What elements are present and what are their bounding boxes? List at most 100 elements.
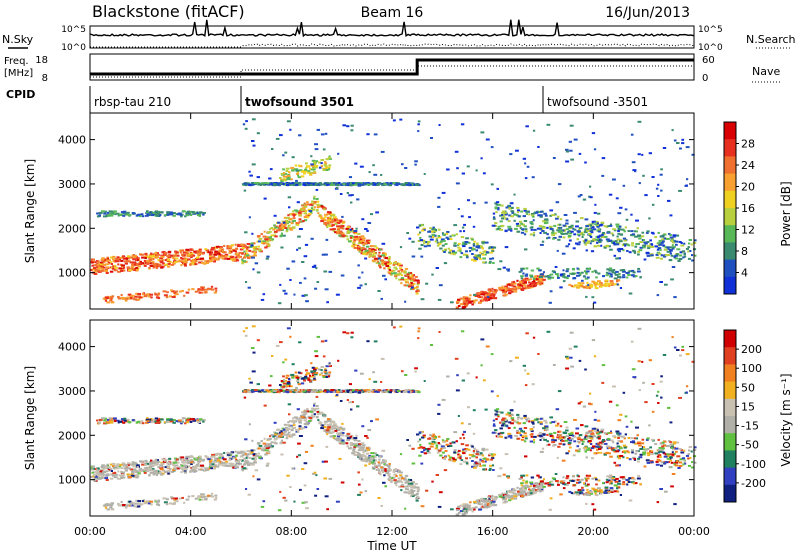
power-cell bbox=[286, 183, 290, 186]
power-cell bbox=[584, 161, 587, 164]
power-cell bbox=[253, 254, 257, 257]
power-cell bbox=[368, 240, 371, 243]
power-cell bbox=[294, 164, 298, 167]
velocity-cell bbox=[313, 377, 316, 380]
power-cell bbox=[374, 249, 377, 252]
power-cell bbox=[154, 213, 157, 216]
power-cell bbox=[295, 222, 300, 225]
power-cell bbox=[235, 259, 240, 262]
velocity-cell bbox=[189, 461, 193, 464]
velocity-cell bbox=[123, 467, 128, 470]
count-panel-frame bbox=[89, 25, 695, 49]
power-cell bbox=[279, 134, 283, 137]
power-cell bbox=[125, 213, 129, 216]
power-cell bbox=[634, 245, 638, 248]
y-tick-label: 4000 bbox=[58, 134, 86, 147]
power-cell bbox=[379, 248, 382, 251]
velocity-cell bbox=[299, 376, 303, 379]
power-cell bbox=[380, 174, 383, 176]
velocity-cell bbox=[408, 490, 411, 493]
power-cell bbox=[385, 265, 390, 267]
velocity-cell bbox=[375, 454, 379, 456]
velocity-cell bbox=[94, 471, 98, 474]
power-cell bbox=[632, 249, 636, 252]
power-cell bbox=[524, 230, 528, 233]
power-cell bbox=[359, 284, 363, 287]
power-cell bbox=[168, 295, 173, 298]
power-cell bbox=[509, 284, 514, 287]
velocity-cell bbox=[200, 498, 204, 501]
velocity-cell bbox=[231, 465, 236, 468]
power-cell bbox=[321, 183, 325, 186]
velocity-cell bbox=[156, 501, 159, 504]
power-cell bbox=[280, 225, 284, 228]
power-cell bbox=[155, 267, 158, 270]
power-cell bbox=[341, 222, 345, 225]
velocity-cell bbox=[128, 500, 132, 503]
power-cell bbox=[215, 258, 219, 261]
power-cell bbox=[120, 294, 123, 296]
power-cell bbox=[243, 250, 246, 253]
velocity-cell bbox=[286, 435, 289, 438]
power-cell bbox=[337, 152, 340, 155]
power-cell bbox=[197, 289, 200, 292]
velocity-cell bbox=[253, 456, 257, 458]
power-cell bbox=[188, 258, 191, 261]
velocity-cell bbox=[170, 461, 174, 464]
power-cell bbox=[205, 249, 210, 252]
power-cell bbox=[96, 269, 100, 272]
velocity-cell bbox=[290, 373, 294, 376]
velocity-cell bbox=[186, 418, 190, 421]
velocity-cell bbox=[117, 504, 122, 507]
power-cell bbox=[424, 241, 429, 243]
velocity-cell bbox=[382, 468, 385, 471]
power-cell bbox=[532, 277, 536, 280]
power-cell bbox=[529, 221, 534, 224]
power-cell bbox=[605, 238, 610, 241]
power-cell bbox=[539, 232, 542, 234]
velocity-cell bbox=[191, 467, 196, 470]
power-cell bbox=[368, 256, 371, 258]
velocity-cell bbox=[245, 461, 250, 464]
power-cell bbox=[430, 230, 434, 233]
power-cell bbox=[322, 219, 327, 222]
velocity-cell bbox=[391, 479, 395, 482]
velocity-cell bbox=[129, 503, 133, 506]
power-cell bbox=[666, 238, 670, 240]
power-cell bbox=[291, 182, 294, 185]
power-cell bbox=[316, 183, 320, 186]
power-cell bbox=[687, 250, 690, 253]
power-cell bbox=[431, 273, 434, 276]
power-cell bbox=[137, 298, 141, 301]
velocity-cell bbox=[369, 457, 374, 460]
power-cell bbox=[511, 287, 514, 290]
velocity-cell bbox=[336, 435, 341, 438]
velocity-cell bbox=[323, 370, 327, 373]
power-cell bbox=[256, 132, 260, 135]
power-cell bbox=[455, 233, 458, 236]
power-scatter bbox=[90, 118, 697, 309]
velocity-cell bbox=[158, 471, 162, 474]
power-cell bbox=[198, 261, 201, 264]
velocity-cell bbox=[194, 497, 198, 500]
power-cell bbox=[464, 300, 468, 303]
velocity-cell bbox=[113, 471, 116, 474]
power-cell bbox=[563, 214, 568, 216]
velocity-cell bbox=[238, 463, 241, 466]
power-cell bbox=[126, 257, 129, 260]
power-cell bbox=[191, 211, 195, 214]
power-cell bbox=[579, 274, 582, 276]
power-cell bbox=[117, 263, 120, 266]
power-cell bbox=[415, 290, 418, 293]
power-cell bbox=[133, 298, 137, 301]
power-cell bbox=[526, 279, 530, 281]
power-cell bbox=[129, 261, 134, 264]
power-cell bbox=[415, 286, 419, 288]
power-cell bbox=[303, 212, 308, 215]
power-cell bbox=[531, 213, 535, 215]
power-cell bbox=[588, 287, 591, 290]
velocity-cell bbox=[379, 473, 382, 476]
velocity-cell bbox=[126, 418, 130, 421]
velocity-cell bbox=[138, 503, 143, 506]
velocity-cell bbox=[335, 389, 339, 392]
